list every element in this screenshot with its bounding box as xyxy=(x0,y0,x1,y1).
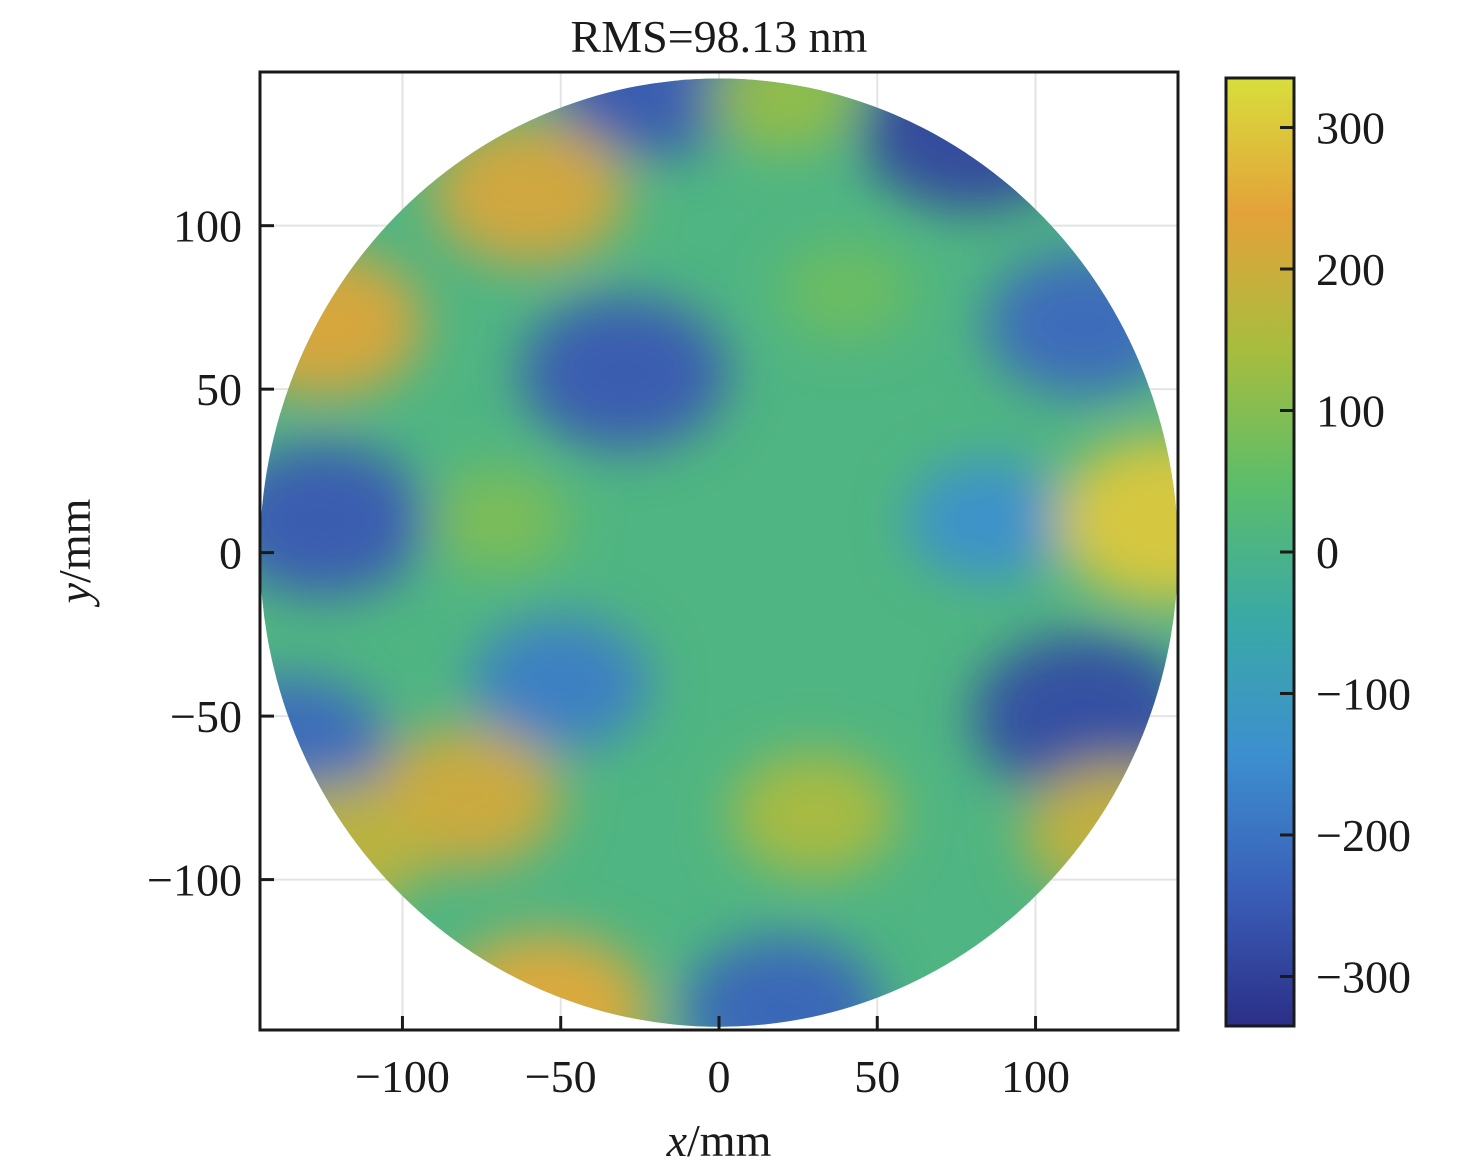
y-tick-label-3: −50 xyxy=(170,691,242,742)
surface-feature-19 xyxy=(427,467,568,572)
y-axis-label: y/mm xyxy=(49,498,100,607)
colorbar: 300 200 100 0 −100 −200 −300 xyxy=(1224,76,1411,1028)
chart-title: RMS=98.13 nm xyxy=(571,11,868,62)
surface-feature-17 xyxy=(705,78,859,152)
x-tick-label-0: −100 xyxy=(355,1051,450,1102)
colorbar-tick-label-3: 0 xyxy=(1316,527,1339,578)
x-tick-label-4: 100 xyxy=(1001,1051,1070,1102)
colorbar-tick-label-0: 300 xyxy=(1316,103,1385,154)
surface-feature-9 xyxy=(907,460,1069,580)
colorbar-tick-label-1: 200 xyxy=(1316,244,1385,295)
colorbar-tick-label-4: −100 xyxy=(1316,668,1411,719)
colorbar-tick-label-5: −200 xyxy=(1316,810,1411,861)
surface-feature-11 xyxy=(260,250,423,398)
surface-feature-8 xyxy=(682,936,882,1027)
y-tick-label-1: 50 xyxy=(196,364,242,415)
surface-feature-10 xyxy=(431,120,627,266)
x-tick-label-2: 0 xyxy=(708,1051,731,1102)
surface-feature-1 xyxy=(260,443,427,597)
surface-feature-6 xyxy=(552,78,760,156)
surface-feature-5 xyxy=(860,78,1085,211)
surface-feature-0 xyxy=(520,295,728,450)
y-tick-label-4: −100 xyxy=(147,855,242,906)
y-tick-label-0: 100 xyxy=(173,201,242,252)
surface-feature-20 xyxy=(779,242,912,340)
colorbar-ticks: 300 200 100 0 −100 −200 −300 xyxy=(1280,103,1411,1002)
x-axis-label: x/mm xyxy=(666,1115,772,1166)
x-axis-ticks: −100 −50 0 50 100 xyxy=(355,1016,1070,1102)
x-axis-variable: x xyxy=(666,1115,688,1166)
y-axis-variable: y xyxy=(49,582,100,607)
x-axis-unit: /mm xyxy=(687,1115,772,1166)
x-tick-label-1: −50 xyxy=(525,1051,597,1102)
colorbar-tick-label-6: −300 xyxy=(1316,951,1411,1002)
surface-feature-2 xyxy=(471,617,650,750)
x-tick-label-3: 50 xyxy=(854,1051,900,1102)
y-axis-ticks: 100 50 0 −50 −100 xyxy=(147,201,274,906)
colorbar-tick-label-2: 100 xyxy=(1316,386,1385,437)
y-tick-label-2: 0 xyxy=(219,528,242,579)
y-axis-unit: /mm xyxy=(49,498,100,583)
surface-feature-14 xyxy=(1054,435,1178,605)
surface-map xyxy=(260,78,1178,1027)
surface-feature-4 xyxy=(985,251,1178,396)
surface-feature-13 xyxy=(731,752,897,876)
surface-feature-16 xyxy=(260,780,429,913)
